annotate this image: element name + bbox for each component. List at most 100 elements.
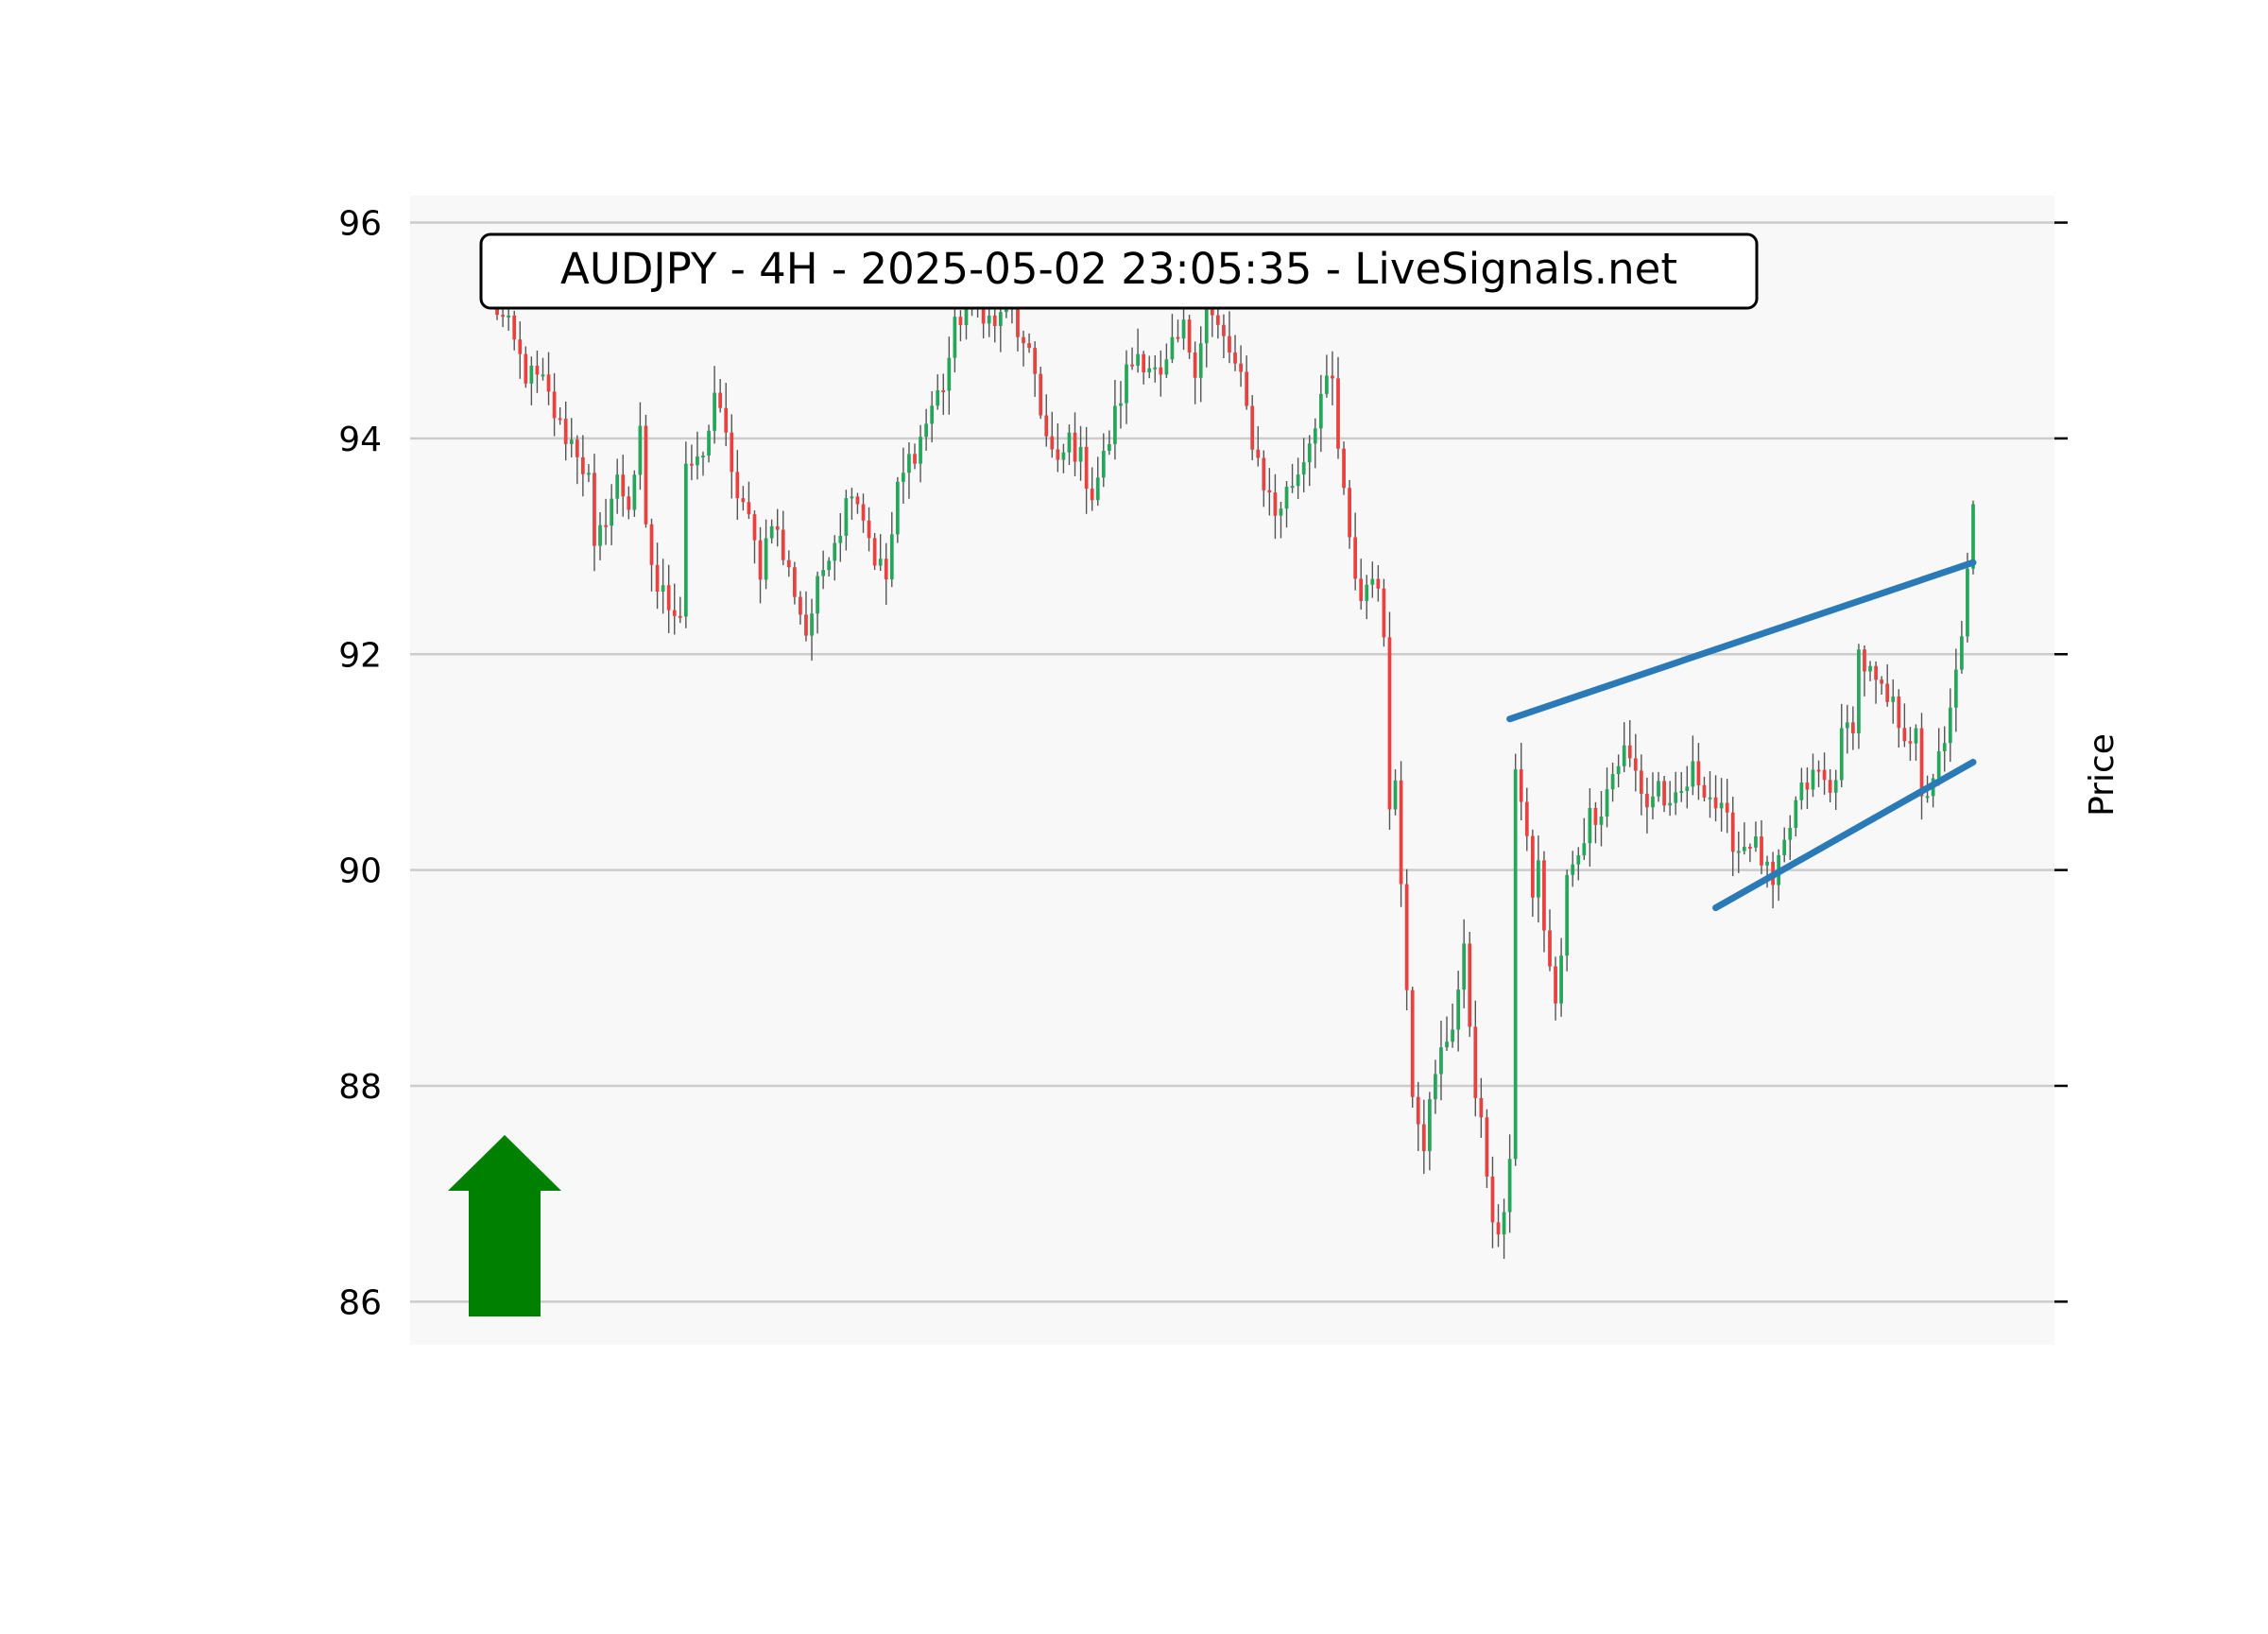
candle-body-up: [1125, 364, 1128, 404]
candle: [1473, 1000, 1478, 1117]
candle-body-down: [1073, 432, 1077, 462]
candle: [1101, 433, 1106, 488]
candle-body-down: [1713, 797, 1718, 809]
candle-body-up: [1147, 368, 1152, 372]
candle: [1039, 366, 1043, 420]
candle: [546, 352, 551, 405]
candle: [1748, 843, 1752, 863]
candle-body-down: [1142, 353, 1146, 372]
candle: [1760, 819, 1763, 874]
candle: [907, 442, 911, 499]
candle-body-down: [678, 615, 682, 618]
candle: [1451, 1003, 1454, 1048]
candle: [735, 450, 740, 521]
candle: [1639, 754, 1643, 816]
candle: [569, 418, 574, 457]
candle-body-down: [1633, 758, 1638, 771]
candle: [1559, 937, 1563, 1017]
candle-body-up: [1101, 451, 1106, 478]
candle: [752, 510, 757, 564]
candle-body-up: [541, 374, 545, 377]
candle-body-up: [1719, 802, 1724, 809]
candle: [649, 518, 654, 592]
candle-body-down: [1050, 436, 1055, 450]
candle-body-down: [1027, 343, 1031, 349]
candle: [1685, 765, 1690, 809]
candle-body-up: [844, 498, 849, 536]
candle-body-up: [610, 498, 614, 526]
candle: [781, 510, 785, 566]
candle: [1153, 354, 1158, 383]
candle-body-down: [580, 456, 585, 474]
candle: [1147, 355, 1152, 379]
candle: [1548, 909, 1552, 972]
candle-body-up: [1914, 728, 1918, 744]
candle: [1754, 821, 1758, 852]
candle-body-down: [1874, 665, 1878, 680]
candle-body-down: [666, 585, 671, 611]
candle: [1331, 351, 1334, 405]
candle: [1164, 343, 1169, 378]
candle: [1919, 713, 1924, 820]
candle: [1519, 743, 1523, 820]
candle-body-down: [1645, 793, 1649, 808]
candle: [1416, 1081, 1420, 1151]
candle: [953, 304, 957, 373]
candle: [1044, 394, 1049, 447]
candle: [541, 357, 545, 381]
candle: [587, 464, 591, 483]
candle-body-down: [1702, 784, 1707, 798]
y-axis-label: Price: [2083, 733, 2122, 817]
candle-body-down: [1387, 637, 1392, 810]
candle: [666, 564, 671, 633]
candle: [1125, 350, 1128, 424]
candle-body-up: [1095, 477, 1100, 501]
candle-body-up: [701, 456, 705, 458]
candle-body-down: [1919, 728, 1924, 797]
candle: [707, 424, 711, 463]
candle: [1530, 829, 1535, 918]
candle-body-down: [958, 317, 963, 326]
candle: [1742, 822, 1746, 855]
chart-title: AUDJPY - 4H - 2025-05-02 23:05:35 - Live…: [560, 244, 1677, 294]
candle-body-up: [821, 570, 826, 576]
candle: [1301, 438, 1306, 492]
candle: [1908, 727, 1913, 761]
candle-body-down: [1542, 860, 1546, 931]
candle: [1427, 1092, 1432, 1171]
candle-body-up: [1181, 319, 1186, 339]
candle: [1863, 645, 1866, 697]
candle: [1662, 775, 1666, 813]
candle: [1325, 354, 1329, 398]
candle-body-up: [1651, 796, 1655, 808]
candle-body-down: [1239, 363, 1243, 372]
candle-body-down: [1828, 780, 1832, 793]
candle-body-up: [1290, 486, 1295, 489]
candle-body-up: [833, 542, 837, 561]
candle: [1633, 733, 1638, 792]
candle-body-up: [1736, 851, 1741, 853]
candle: [1902, 703, 1907, 748]
candle-body-down: [1262, 457, 1266, 490]
candle: [1593, 801, 1598, 844]
candle-body-up: [713, 392, 716, 431]
candle-body-down: [524, 353, 528, 384]
candle: [1897, 689, 1901, 748]
candle-body-up: [936, 389, 940, 406]
candle: [683, 441, 688, 628]
candle: [1645, 777, 1649, 834]
candle: [713, 366, 716, 444]
lower-trendline: [1712, 758, 1977, 912]
candle-body-up: [1868, 665, 1872, 672]
candle: [1198, 326, 1203, 403]
candle-body-down: [872, 538, 877, 566]
candle: [947, 336, 952, 415]
candle: [1696, 743, 1701, 800]
candle: [1513, 753, 1518, 1166]
candle: [627, 486, 631, 520]
candle-body-down: [1519, 769, 1523, 802]
candle: [1022, 330, 1025, 367]
candle-body-up: [1445, 1041, 1449, 1048]
candle: [895, 476, 900, 543]
candle-body-up: [987, 315, 991, 324]
